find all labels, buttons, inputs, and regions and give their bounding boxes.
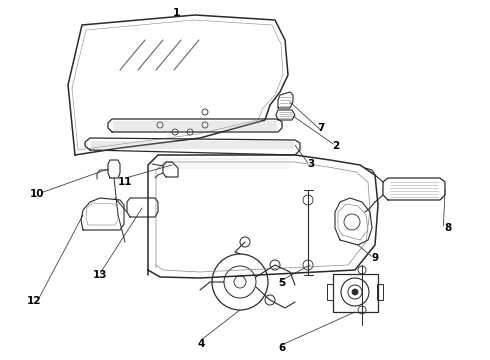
Text: 4: 4	[197, 339, 205, 349]
Bar	[377, 284, 383, 300]
Text: 9: 9	[371, 253, 378, 264]
Bar	[327, 284, 333, 300]
Text: 10: 10	[29, 189, 44, 199]
Text: 8: 8	[445, 222, 452, 233]
Text: 6: 6	[278, 343, 285, 354]
Text: 11: 11	[118, 177, 132, 187]
Text: 7: 7	[317, 123, 325, 133]
Text: 13: 13	[93, 270, 108, 280]
Text: 1: 1	[173, 8, 180, 18]
Text: 2: 2	[332, 141, 339, 151]
Text: 3: 3	[308, 159, 315, 169]
Bar	[333, 274, 378, 312]
Circle shape	[352, 289, 358, 295]
Text: 12: 12	[27, 296, 42, 306]
Text: 5: 5	[278, 278, 285, 288]
